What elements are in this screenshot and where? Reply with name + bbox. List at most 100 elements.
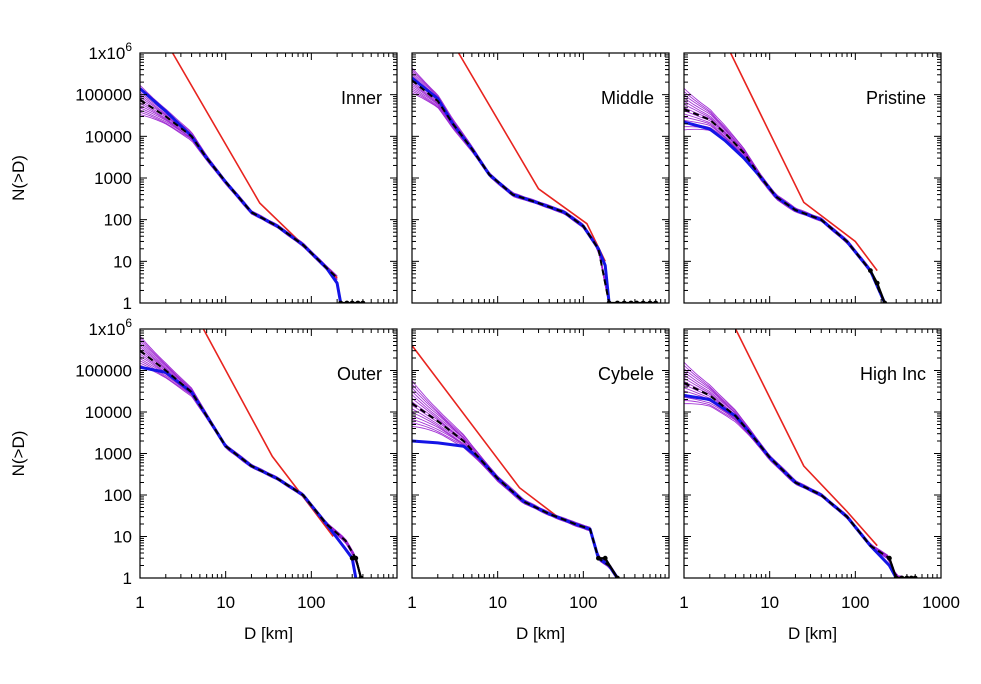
plot-area xyxy=(412,345,620,578)
ensemble-line xyxy=(684,403,899,578)
panel-title: High Inc xyxy=(860,364,926,384)
tail-point xyxy=(349,555,355,561)
ensemble-line xyxy=(684,87,885,303)
tail-line xyxy=(869,270,886,303)
plot-area xyxy=(140,53,366,303)
y-tick-label: 1x106 xyxy=(88,40,132,63)
x-tick-label: 100 xyxy=(569,593,597,612)
y-tick-label: 1000 xyxy=(94,169,132,188)
ensemble-line xyxy=(412,88,610,303)
y-tick-label: 100000 xyxy=(75,86,132,105)
ensemble-line xyxy=(140,100,338,280)
y-tick-label: 1000 xyxy=(94,445,132,464)
tail-point xyxy=(596,555,601,561)
ensemble-line xyxy=(140,364,361,578)
panel-pristine: Pristine xyxy=(683,52,942,304)
ensemble-line xyxy=(140,102,338,280)
y-tick-label: 10 xyxy=(113,252,132,271)
ensemble-line xyxy=(412,422,617,578)
ensemble-line xyxy=(412,380,618,578)
plot-area xyxy=(684,329,918,578)
blue-curve xyxy=(684,120,887,303)
reference-line xyxy=(171,53,338,279)
panel-title: Outer xyxy=(337,364,382,384)
ensemble-line xyxy=(684,387,902,578)
tail-point xyxy=(874,280,880,286)
ensemble-line xyxy=(412,425,618,578)
blue-curve xyxy=(684,394,898,578)
figure-layer: Inner1x106100000100001000100101N(>D)Midd… xyxy=(9,40,960,643)
x-axis-label: D [km] xyxy=(788,624,837,643)
ensemble-line xyxy=(140,362,362,578)
x-tick-label: 1 xyxy=(407,593,416,612)
ensemble-line xyxy=(684,116,886,303)
panel-middle: Middle xyxy=(411,52,670,304)
reference-line xyxy=(412,345,558,518)
ensemble-line xyxy=(140,358,362,578)
x-tick-label: 1 xyxy=(679,593,688,612)
ensemble-line xyxy=(684,128,886,302)
reference-line xyxy=(734,329,878,547)
ensemble-line xyxy=(684,113,885,303)
panel-title: Inner xyxy=(341,88,382,108)
y-tick-label-base: 1x10 xyxy=(88,44,125,63)
plot-area xyxy=(140,329,364,578)
y-tick-label: 1x106 xyxy=(88,316,132,339)
y-tick-label: 1 xyxy=(123,569,132,588)
ensemble-line xyxy=(684,396,902,578)
ensemble-line xyxy=(684,393,902,578)
plot-area xyxy=(684,53,888,303)
y-tick-label-base: 1x10 xyxy=(88,320,125,339)
ensemble-line xyxy=(140,360,362,577)
y-axis-label: N(>D) xyxy=(9,155,28,201)
panel-title: Cybele xyxy=(598,364,654,384)
tail-line xyxy=(888,557,916,578)
plot-area xyxy=(412,53,659,303)
blue-curve xyxy=(140,365,358,578)
ensemble-line xyxy=(684,123,885,303)
panel-outer: Outer 1x106 100000 10000 1000 100 10 1 N(>D) 1 10 1… xyxy=(9,316,398,643)
y-tick-label: 10000 xyxy=(85,403,132,422)
blue-curve xyxy=(140,87,343,303)
tail-point xyxy=(353,555,359,561)
ensemble-line xyxy=(684,400,898,578)
y-tick-label: 100000 xyxy=(75,362,132,381)
reference-line xyxy=(457,53,606,262)
y-tick-label: 1 xyxy=(123,294,132,313)
reference-line xyxy=(729,53,878,272)
y-tick-label: 10000 xyxy=(85,127,132,146)
x-tick-label: 100 xyxy=(841,593,869,612)
x-tick-label: 1 xyxy=(135,593,144,612)
y-axis-label: N(>D) xyxy=(9,431,28,477)
ensemble-line xyxy=(684,390,898,578)
ensemble-line xyxy=(684,126,885,303)
panel-title: Pristine xyxy=(866,88,926,108)
ensemble-line xyxy=(412,90,610,303)
mean-curve xyxy=(684,108,886,303)
panel-high-inc: High Inc 1 10 100 1000 D [km] xyxy=(679,328,960,643)
y-tick-label: 100 xyxy=(104,211,132,230)
y-tick-label-exp: 6 xyxy=(125,316,132,330)
tail-point xyxy=(887,555,892,561)
mean-curve xyxy=(140,349,362,578)
blue-curve xyxy=(412,439,619,578)
x-axis-label: D [km] xyxy=(244,624,293,643)
panel-title: Middle xyxy=(601,88,654,108)
ensemble-line xyxy=(684,119,886,302)
x-tick-label: 10 xyxy=(216,593,235,612)
ensemble-line xyxy=(412,390,618,577)
y-tick-label: 10 xyxy=(113,528,132,547)
x-tick-label: 1000 xyxy=(922,593,960,612)
x-tick-label: 10 xyxy=(760,593,779,612)
reference-line xyxy=(202,329,334,537)
x-axis-label: D [km] xyxy=(516,624,565,643)
ensemble-line xyxy=(140,355,361,578)
x-tick-label: 10 xyxy=(488,593,507,612)
mean-curve xyxy=(412,79,611,303)
panel-inner: Inner 1x106 100000 10000 1000 100 10 1 N(>D) xyxy=(9,40,398,313)
ensemble-line xyxy=(684,110,886,303)
y-tick-label-exp: 6 xyxy=(125,40,132,54)
tail-point xyxy=(868,268,873,273)
